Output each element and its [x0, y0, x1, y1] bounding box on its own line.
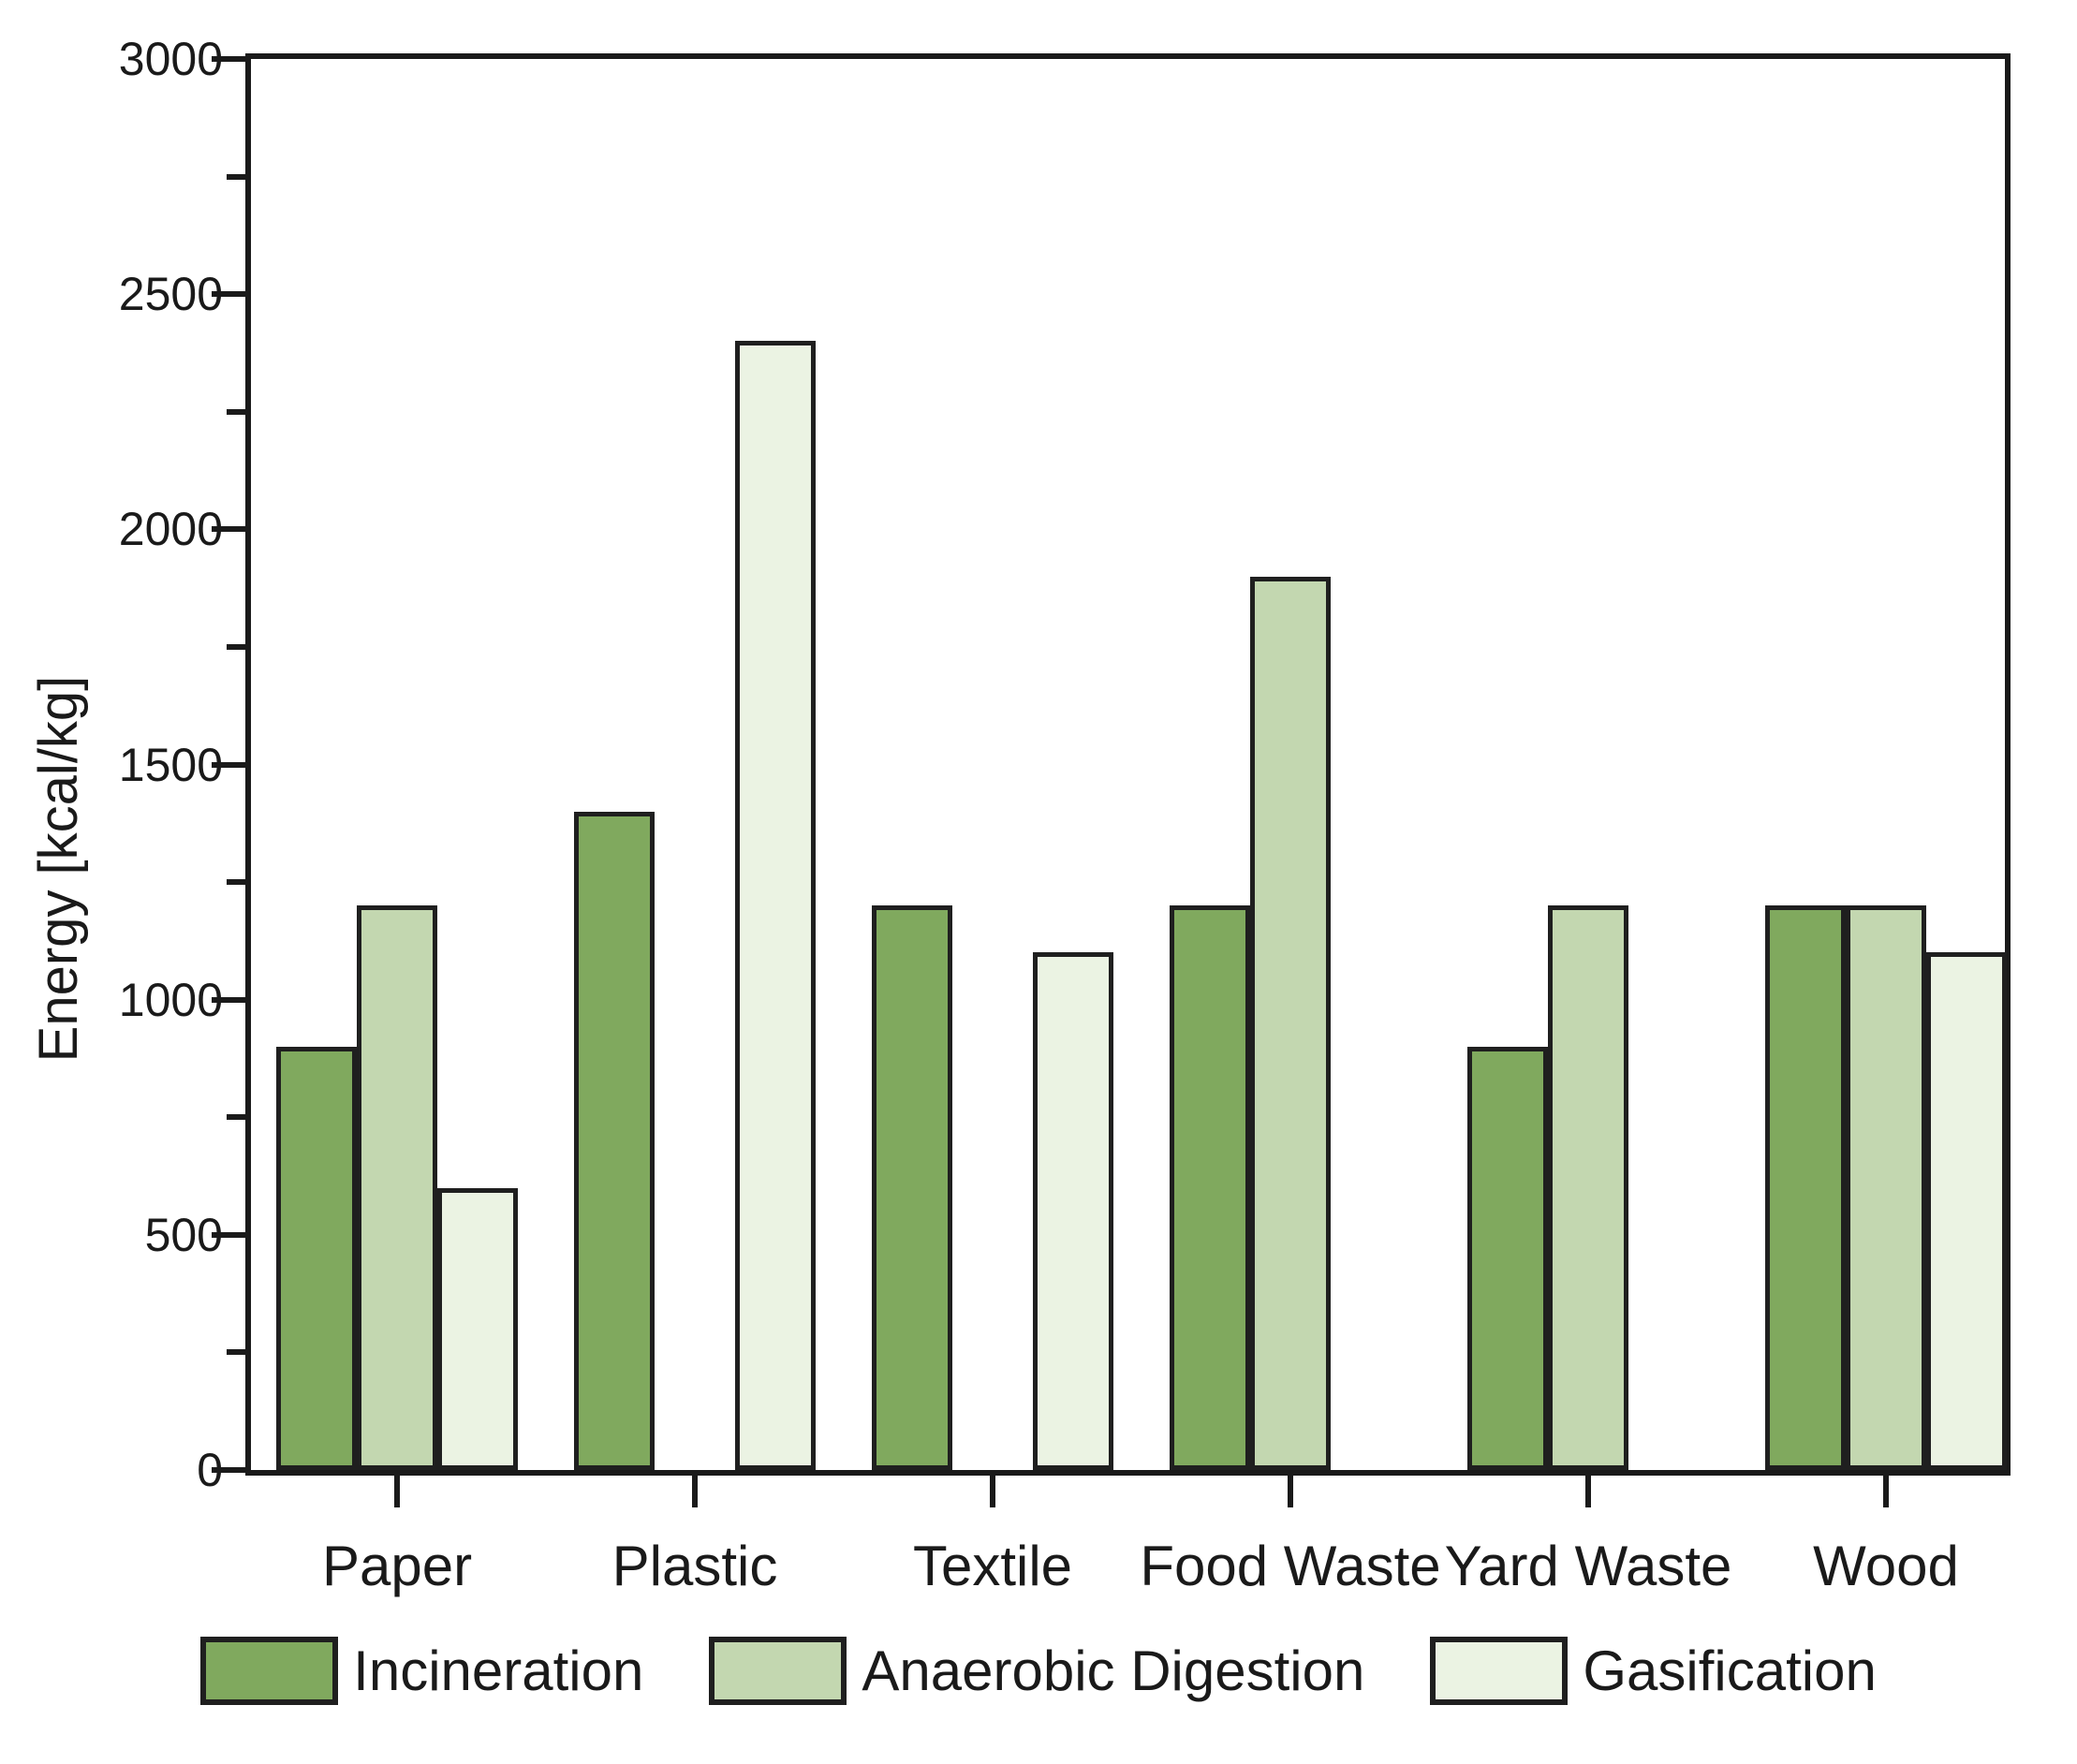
x-label-yard-waste: Yard Waste: [1444, 1535, 1732, 1597]
y-minor-tick-2750: [227, 174, 245, 180]
y-tick-label-2500: 2500: [118, 268, 223, 320]
bar-gasification-paper: [437, 1188, 518, 1470]
bar-gasification-plastic: [735, 341, 816, 1470]
y-tick-label-3000: 3000: [118, 33, 223, 85]
bar-anaerobic-digestion-food-waste: [1250, 577, 1331, 1470]
y-minor-tick-1250: [227, 879, 245, 885]
y-major-tick-2500: [212, 291, 245, 297]
x-tick-textile: [990, 1476, 995, 1507]
y-major-tick-3000: [212, 56, 245, 62]
bar-incineration-paper: [276, 1047, 357, 1470]
y-minor-tick-1750: [227, 644, 245, 650]
bar-anaerobic-digestion-wood: [1846, 905, 1926, 1470]
x-tick-plastic: [692, 1476, 698, 1507]
bar-incineration-yard-waste: [1467, 1047, 1548, 1470]
x-label-food-waste: Food Waste: [1140, 1535, 1441, 1597]
legend-label-anaerobic-digestion: Anaerobic Digestion: [862, 1639, 1365, 1702]
y-minor-tick-250: [227, 1349, 245, 1355]
legend-item-anaerobic-digestion: Anaerobic Digestion: [709, 1637, 1364, 1705]
y-tick-label-1500: 1500: [118, 739, 223, 791]
bar-incineration-food-waste: [1170, 905, 1250, 1470]
x-label-paper: Paper: [321, 1535, 473, 1597]
x-label-textile: Textile: [912, 1535, 1073, 1597]
bar-anaerobic-digestion-paper: [357, 905, 437, 1470]
legend-item-gasification: Gasification: [1430, 1637, 1877, 1705]
y-axis-title: Energy [kcal/kg]: [28, 675, 89, 1063]
y-tick-label-1000: 1000: [118, 974, 223, 1026]
legend-swatch-incineration: [200, 1637, 339, 1705]
y-tick-label-2000: 2000: [118, 503, 223, 555]
y-major-tick-1000: [212, 997, 245, 1003]
y-tick-label-0: 0: [197, 1444, 223, 1496]
y-major-tick-2000: [212, 526, 245, 532]
bar-incineration-plastic: [574, 812, 655, 1470]
legend-swatch-gasification: [1430, 1637, 1569, 1705]
y-major-tick-500: [212, 1232, 245, 1238]
legend-item-incineration: Incineration: [200, 1637, 643, 1705]
x-tick-paper: [394, 1476, 400, 1507]
x-label-plastic: Plastic: [611, 1535, 778, 1597]
bar-incineration-wood: [1765, 905, 1846, 1470]
x-tick-wood: [1883, 1476, 1889, 1507]
legend-label-incineration: Incineration: [353, 1639, 644, 1702]
y-minor-tick-2250: [227, 409, 245, 415]
y-major-tick-1500: [212, 762, 245, 768]
y-tick-label-500: 500: [144, 1209, 223, 1261]
legend-label-gasification: Gasification: [1583, 1639, 1877, 1702]
plot-frame: [245, 53, 2011, 1476]
y-minor-tick-750: [227, 1114, 245, 1120]
legend-swatch-anaerobic-digestion: [709, 1637, 847, 1705]
legend: Incineration Anaerobic Digestion Gasificat…: [0, 1637, 2077, 1705]
x-tick-food-waste: [1288, 1476, 1293, 1507]
bar-incineration-textile: [872, 905, 952, 1470]
bar-gasification-wood: [1926, 952, 2007, 1470]
y-major-tick-0: [212, 1467, 245, 1473]
bar-anaerobic-digestion-yard-waste: [1548, 905, 1628, 1470]
x-label-wood: Wood: [1813, 1535, 1959, 1597]
bar-gasification-textile: [1033, 952, 1113, 1470]
x-tick-yard-waste: [1585, 1476, 1591, 1507]
